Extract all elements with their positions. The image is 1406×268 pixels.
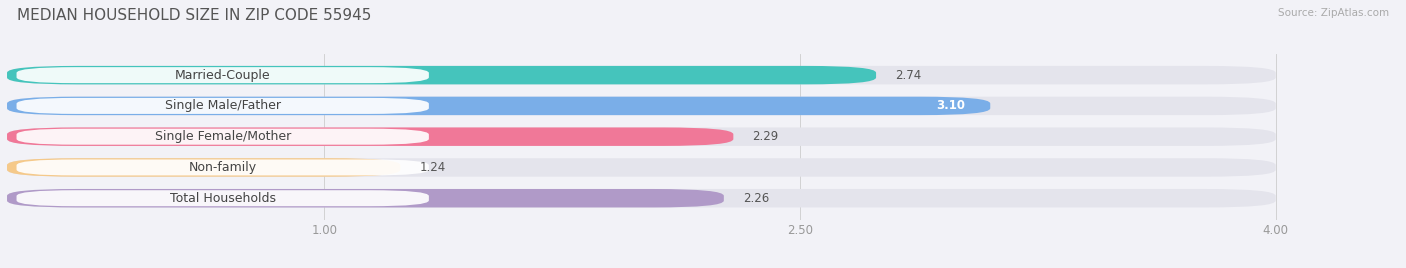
- FancyBboxPatch shape: [7, 189, 724, 207]
- Text: 1.24: 1.24: [419, 161, 446, 174]
- FancyBboxPatch shape: [7, 97, 990, 115]
- Text: 2.74: 2.74: [896, 69, 921, 82]
- Text: 3.10: 3.10: [936, 99, 965, 112]
- FancyBboxPatch shape: [7, 158, 401, 177]
- Text: 2.29: 2.29: [752, 130, 779, 143]
- FancyBboxPatch shape: [7, 66, 876, 84]
- Text: Single Female/Mother: Single Female/Mother: [155, 130, 291, 143]
- FancyBboxPatch shape: [7, 128, 1275, 146]
- FancyBboxPatch shape: [17, 98, 429, 114]
- FancyBboxPatch shape: [7, 97, 1275, 115]
- Text: Source: ZipAtlas.com: Source: ZipAtlas.com: [1278, 8, 1389, 18]
- FancyBboxPatch shape: [17, 159, 429, 176]
- FancyBboxPatch shape: [17, 129, 429, 145]
- FancyBboxPatch shape: [7, 128, 734, 146]
- Text: Total Households: Total Households: [170, 192, 276, 205]
- Text: Single Male/Father: Single Male/Father: [165, 99, 281, 112]
- Text: 2.26: 2.26: [742, 192, 769, 205]
- FancyBboxPatch shape: [7, 66, 1275, 84]
- FancyBboxPatch shape: [7, 189, 1275, 207]
- FancyBboxPatch shape: [17, 190, 429, 206]
- Text: Married-Couple: Married-Couple: [174, 69, 270, 82]
- FancyBboxPatch shape: [17, 67, 429, 83]
- Text: Non-family: Non-family: [188, 161, 257, 174]
- FancyBboxPatch shape: [7, 158, 1275, 177]
- Text: MEDIAN HOUSEHOLD SIZE IN ZIP CODE 55945: MEDIAN HOUSEHOLD SIZE IN ZIP CODE 55945: [17, 8, 371, 23]
